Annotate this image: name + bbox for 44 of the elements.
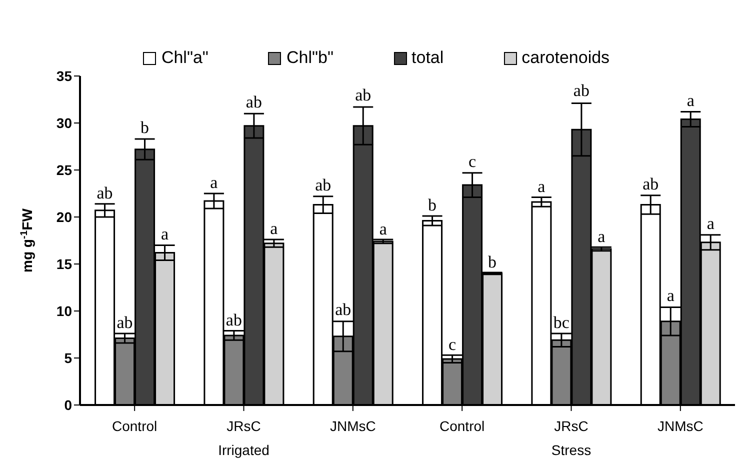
- data-label: c: [448, 334, 457, 354]
- legend-label: total: [412, 48, 444, 68]
- data-label: ab: [335, 300, 352, 320]
- data-label: ab: [573, 81, 590, 100]
- data-label: ab: [315, 176, 332, 195]
- data-label: a: [210, 172, 218, 192]
- data-label: ab: [96, 183, 113, 202]
- x-tick-label: Control: [112, 418, 158, 434]
- data-label: a: [538, 176, 546, 196]
- x-tick-label: JRsC: [226, 418, 261, 434]
- y-tick-label: 20: [56, 208, 72, 225]
- data-label: a: [706, 214, 715, 234]
- data-label: a: [379, 219, 388, 238]
- data-label: b: [140, 118, 150, 138]
- y-tick-label: 10: [56, 302, 72, 319]
- data-label: bc: [553, 313, 570, 332]
- data-label: a: [598, 226, 606, 246]
- data-label: c: [468, 152, 477, 171]
- data-label: ab: [246, 92, 262, 112]
- y-tick-label: 35: [56, 68, 72, 84]
- y-tick-label: 5: [64, 350, 72, 366]
- x-tick-label: JRsC: [554, 418, 588, 434]
- data-label: ab: [226, 310, 242, 330]
- y-tick-label: 15: [56, 256, 72, 272]
- x-tick-label: JNMsC: [657, 418, 704, 434]
- data-label: a: [270, 219, 278, 238]
- data-label: b: [428, 196, 437, 215]
- legend-label: carotenoids: [522, 48, 610, 68]
- x-tick-label: Control: [440, 418, 485, 434]
- data-label: ab: [116, 313, 133, 332]
- legend-label: Chl"b": [286, 48, 334, 68]
- y-tick-label: 0: [64, 396, 72, 413]
- data-label: b: [488, 252, 497, 272]
- text: Irrigated: [218, 442, 270, 458]
- y-tick-label: 30: [56, 114, 72, 131]
- data-label: a: [666, 286, 675, 306]
- data-label: ab: [642, 174, 659, 194]
- x-tick-label: JNMsC: [330, 418, 376, 434]
- data-label: a: [686, 91, 695, 110]
- data-label: ab: [355, 85, 372, 104]
- data-label: a: [161, 224, 170, 244]
- text: Stress: [551, 442, 592, 458]
- legend-label: Chl"a": [161, 48, 208, 68]
- y-tick-label: 25: [56, 162, 72, 178]
